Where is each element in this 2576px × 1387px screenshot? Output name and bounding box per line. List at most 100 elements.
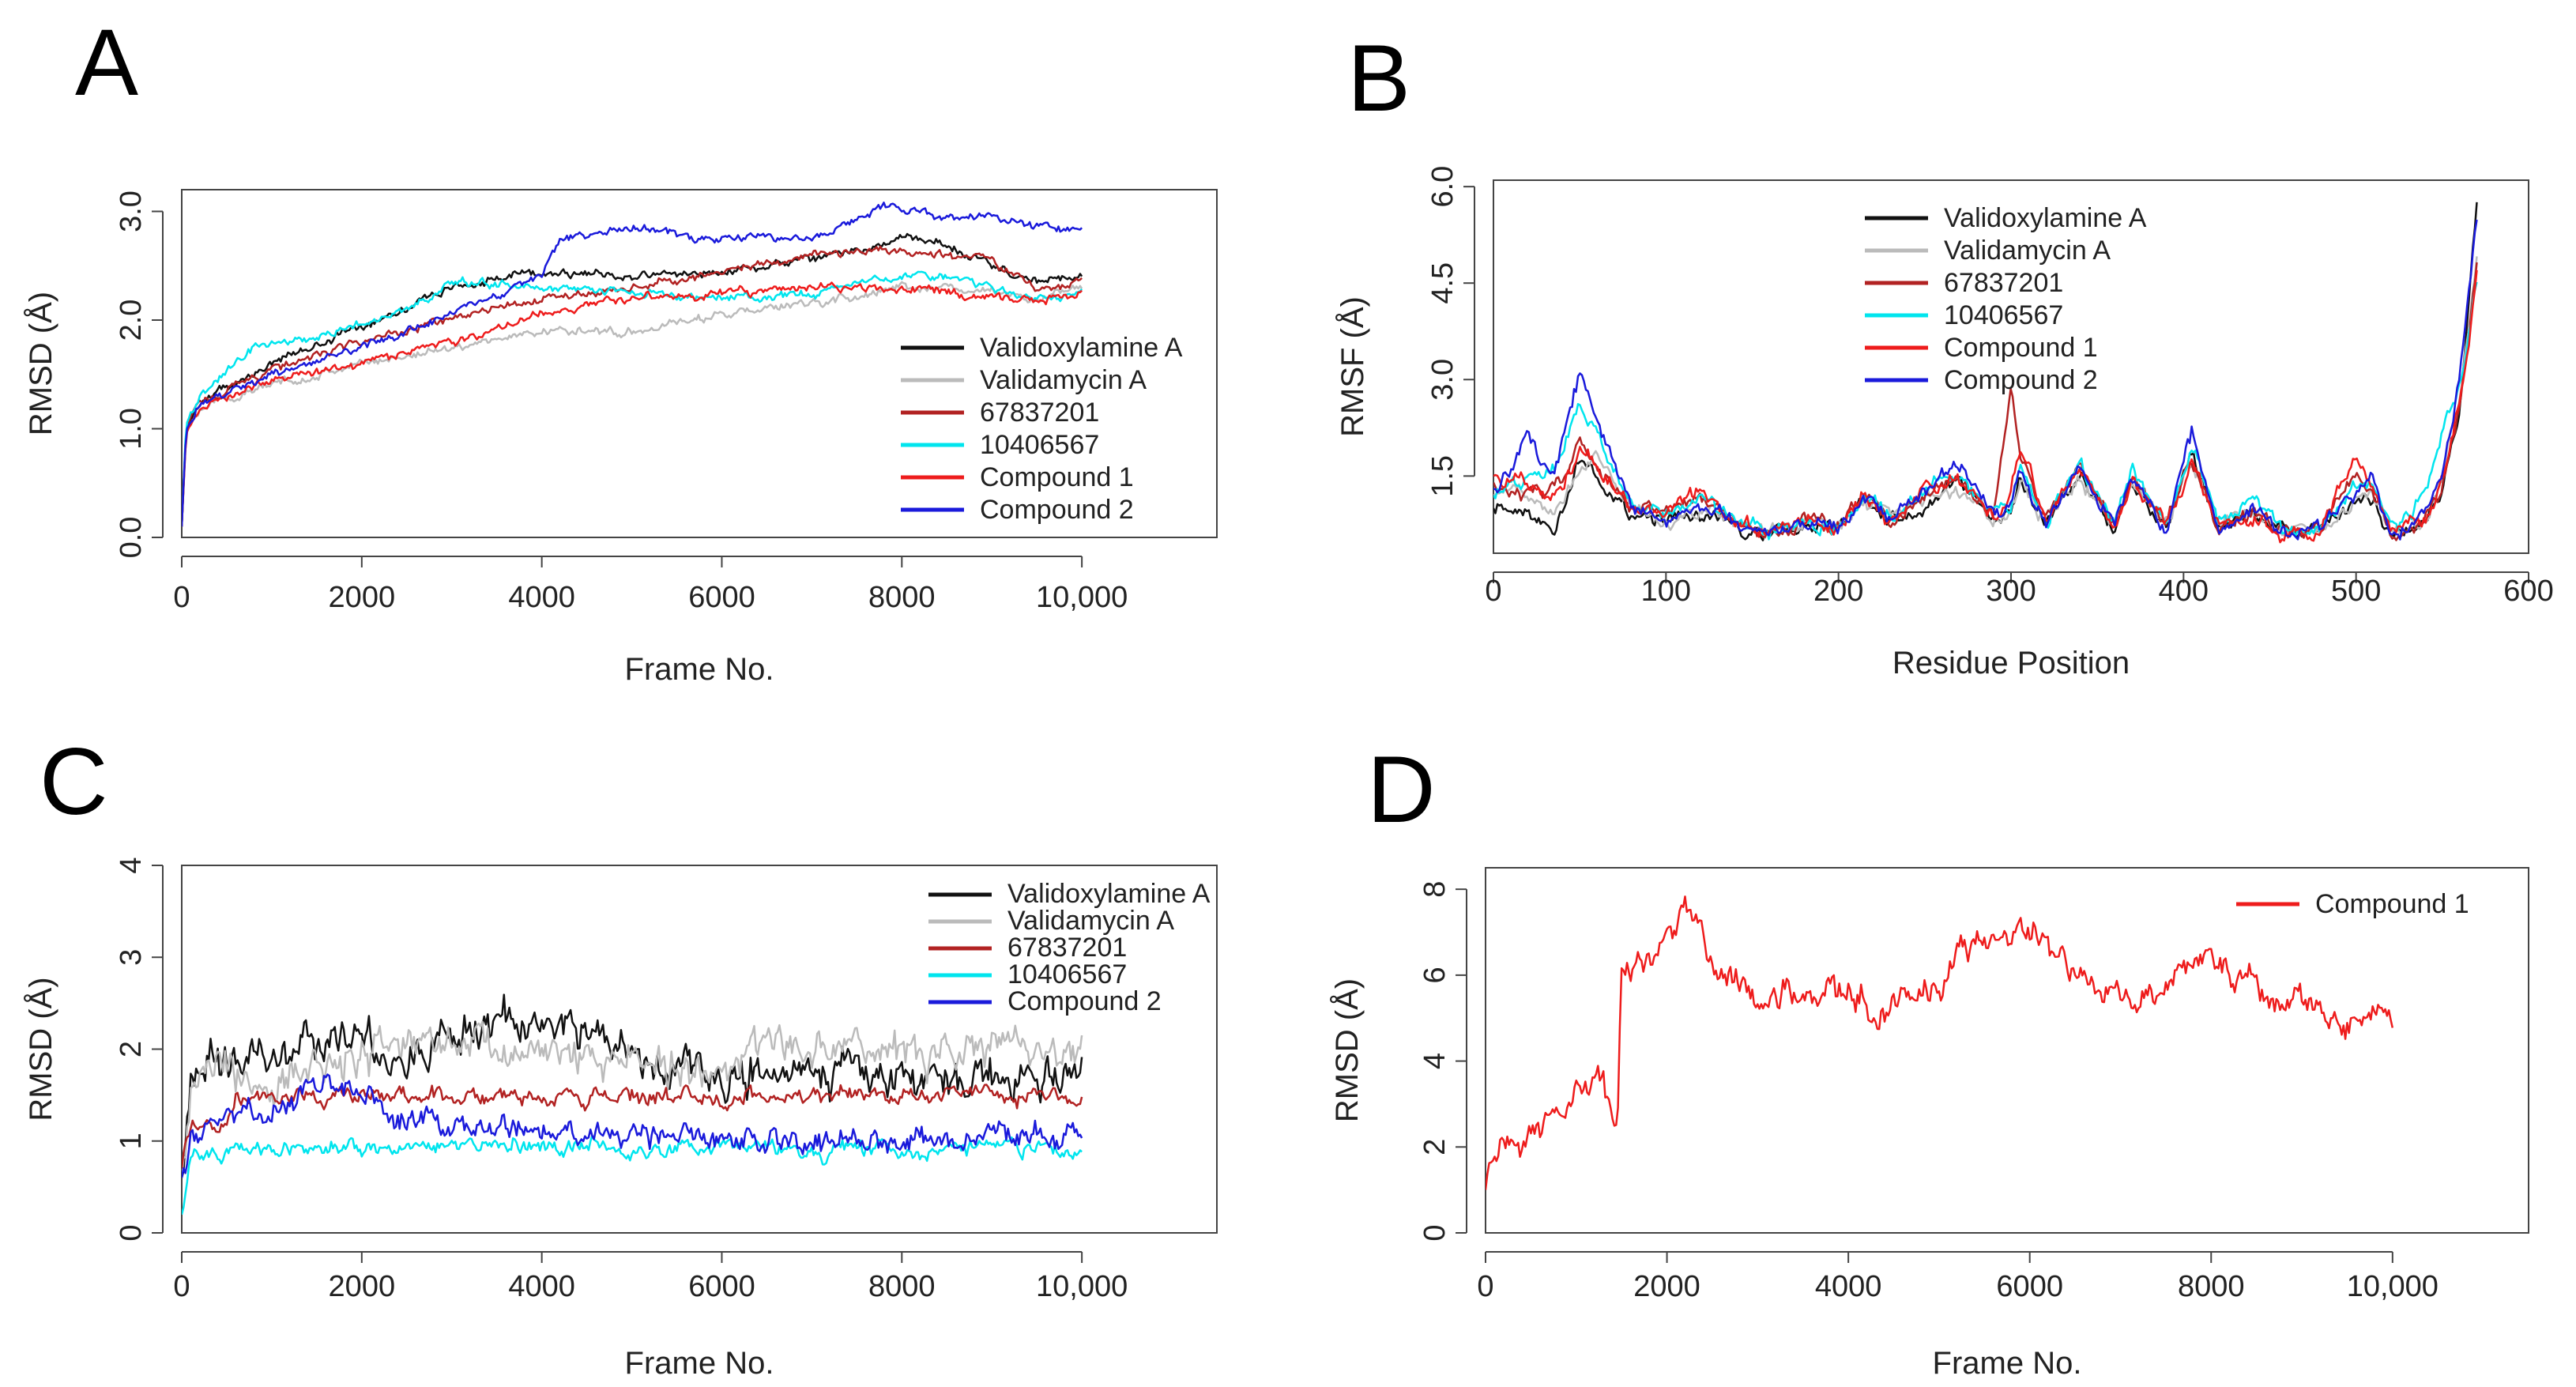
legend-label: 10406567 (980, 430, 1099, 460)
x-tick-label: 10,000 (2347, 1270, 2439, 1303)
y-tick-label: 2 (1418, 1139, 1452, 1155)
x-tick-label: 4000 (508, 1270, 575, 1303)
y-tick-label: 3 (115, 949, 148, 966)
y-tick-label: 3.0 (115, 190, 148, 232)
legend-label: 67837201 (1007, 933, 1127, 963)
series-line-4 (182, 270, 1083, 527)
legend: Compound 1 (2236, 889, 2469, 919)
plot-frame (181, 189, 1218, 538)
y-tick-label: 0.0 (115, 517, 148, 559)
panel-c: C 0 2000 4000 6000 8000 10,000 0 1 2 3 4 Frame No. RM… (23, 729, 1218, 1381)
plot-frame (181, 865, 1218, 1234)
x-tick-label: 0 (1477, 1270, 1493, 1303)
series-line-6 (182, 202, 1083, 527)
y-tick-label: 0 (115, 1224, 148, 1241)
panel-a: A 0 2000 4000 6000 8000 10,000 0.0 1.0 2.0 3.0 Fram… (23, 9, 1218, 687)
panel-d: D 0 2000 4000 6000 8000 10,000 0 2 4 6 8 Frame No. RM… (1329, 737, 2529, 1381)
legend-label: 67837201 (1944, 268, 2063, 298)
y-tick-label: 4 (1418, 1053, 1452, 1069)
x-tick-label: 0 (173, 581, 190, 614)
x-tick-label: 500 (2331, 575, 2381, 608)
series-line-1 (182, 993, 1083, 1178)
x-axis-label: Frame No. (625, 1346, 774, 1381)
series-line-5 (182, 281, 1083, 527)
x-tick-label: 2000 (329, 1270, 396, 1303)
y-tick-label: 2 (115, 1041, 148, 1057)
x-tick-label: 2000 (1633, 1270, 1700, 1303)
x-tick-label: 300 (1986, 575, 2036, 608)
x-axis-label: Residue Position (1892, 646, 2130, 680)
legend-label: Compound 2 (980, 495, 1134, 525)
legend-label: Validamycin A (1944, 236, 2111, 266)
series-line-6 (1493, 219, 2478, 541)
x-tick-label: 4000 (1815, 1270, 1882, 1303)
x-tick-label: 6000 (688, 581, 755, 614)
x-tick-label: 0 (1485, 575, 1501, 608)
y-tick-label: 3.0 (1426, 359, 1459, 401)
y-tick-label: 1.5 (1426, 455, 1459, 497)
y-tick-label: 6 (1418, 967, 1452, 983)
legend-label: Validoxylamine A (1007, 879, 1211, 909)
y-tick-label: 0 (1418, 1224, 1452, 1241)
series-line-1 (182, 232, 1083, 527)
legend-label: Compound 1 (1944, 333, 2098, 363)
series-line-5 (1493, 269, 2478, 544)
x-axis-label: Frame No. (1933, 1346, 2082, 1381)
y-tick-label: 1 (115, 1133, 148, 1149)
legend-label: 67837201 (980, 398, 1099, 428)
legend-label: Compound 2 (1944, 365, 2098, 395)
x-tick-label: 4000 (508, 581, 575, 614)
x-tick-label: 8000 (2178, 1270, 2245, 1303)
series-line-1 (1486, 895, 2394, 1190)
x-tick-label: 8000 (868, 581, 936, 614)
plot-area (1493, 202, 2478, 544)
x-tick-label: 6000 (1996, 1270, 2063, 1303)
legend-label: 10406567 (1007, 959, 1127, 989)
x-tick-label: 600 (2503, 575, 2553, 608)
series-line-2 (182, 1020, 1083, 1178)
x-tick-label: 10,000 (1036, 1270, 1128, 1303)
y-tick-label: 4.5 (1426, 262, 1459, 304)
series-line-3 (182, 245, 1083, 527)
legend-label: Validamycin A (1007, 906, 1174, 936)
legend-label: Compound 2 (1007, 986, 1162, 1016)
legend-label: Validoxylamine A (980, 333, 1183, 363)
x-tick-label: 10,000 (1036, 581, 1128, 614)
y-axis-label: RMSD (Å) (1329, 978, 1365, 1122)
x-tick-label: 2000 (329, 581, 396, 614)
x-tick-label: 400 (2159, 575, 2209, 608)
x-tick-label: 200 (1813, 575, 1863, 608)
panel-letter: C (40, 729, 108, 835)
legend-label: Validamycin A (980, 365, 1147, 395)
y-tick-label: 6.0 (1426, 166, 1459, 208)
series-line-4 (182, 1134, 1083, 1216)
y-tick-label: 1.0 (115, 408, 148, 450)
y-axis-label: RMSD (Å) (23, 977, 58, 1121)
x-tick-label: 6000 (688, 1270, 755, 1303)
legend-label: Compound 1 (980, 462, 1134, 492)
plot-frame (1493, 179, 2529, 554)
panel-letter: B (1347, 25, 1410, 131)
y-axis-label: RMSD (Å) (23, 292, 58, 435)
panel-letter: A (75, 9, 138, 115)
y-tick-label: 2.0 (115, 300, 148, 341)
x-tick-label: 100 (1641, 575, 1691, 608)
y-tick-label: 4 (115, 857, 148, 873)
plot-frame (1485, 867, 2529, 1234)
plot-area (182, 202, 1083, 527)
panel-b: B 0 100 200 300 400 500 600 1.5 3.0 4.5 6.0 Residue … (1335, 25, 2554, 680)
y-tick-label: 8 (1418, 881, 1452, 898)
series-line-5 (182, 1073, 1083, 1178)
plot-area (182, 993, 1083, 1216)
plot-area (1486, 895, 2394, 1190)
panel-letter: D (1367, 737, 1436, 842)
y-axis-label: RMSF (Å) (1335, 296, 1370, 437)
legend-label: Compound 1 (2315, 889, 2469, 919)
x-tick-label: 8000 (868, 1270, 936, 1303)
x-axis-label: Frame No. (625, 652, 774, 687)
legend-label: Validoxylamine A (1944, 203, 2147, 233)
